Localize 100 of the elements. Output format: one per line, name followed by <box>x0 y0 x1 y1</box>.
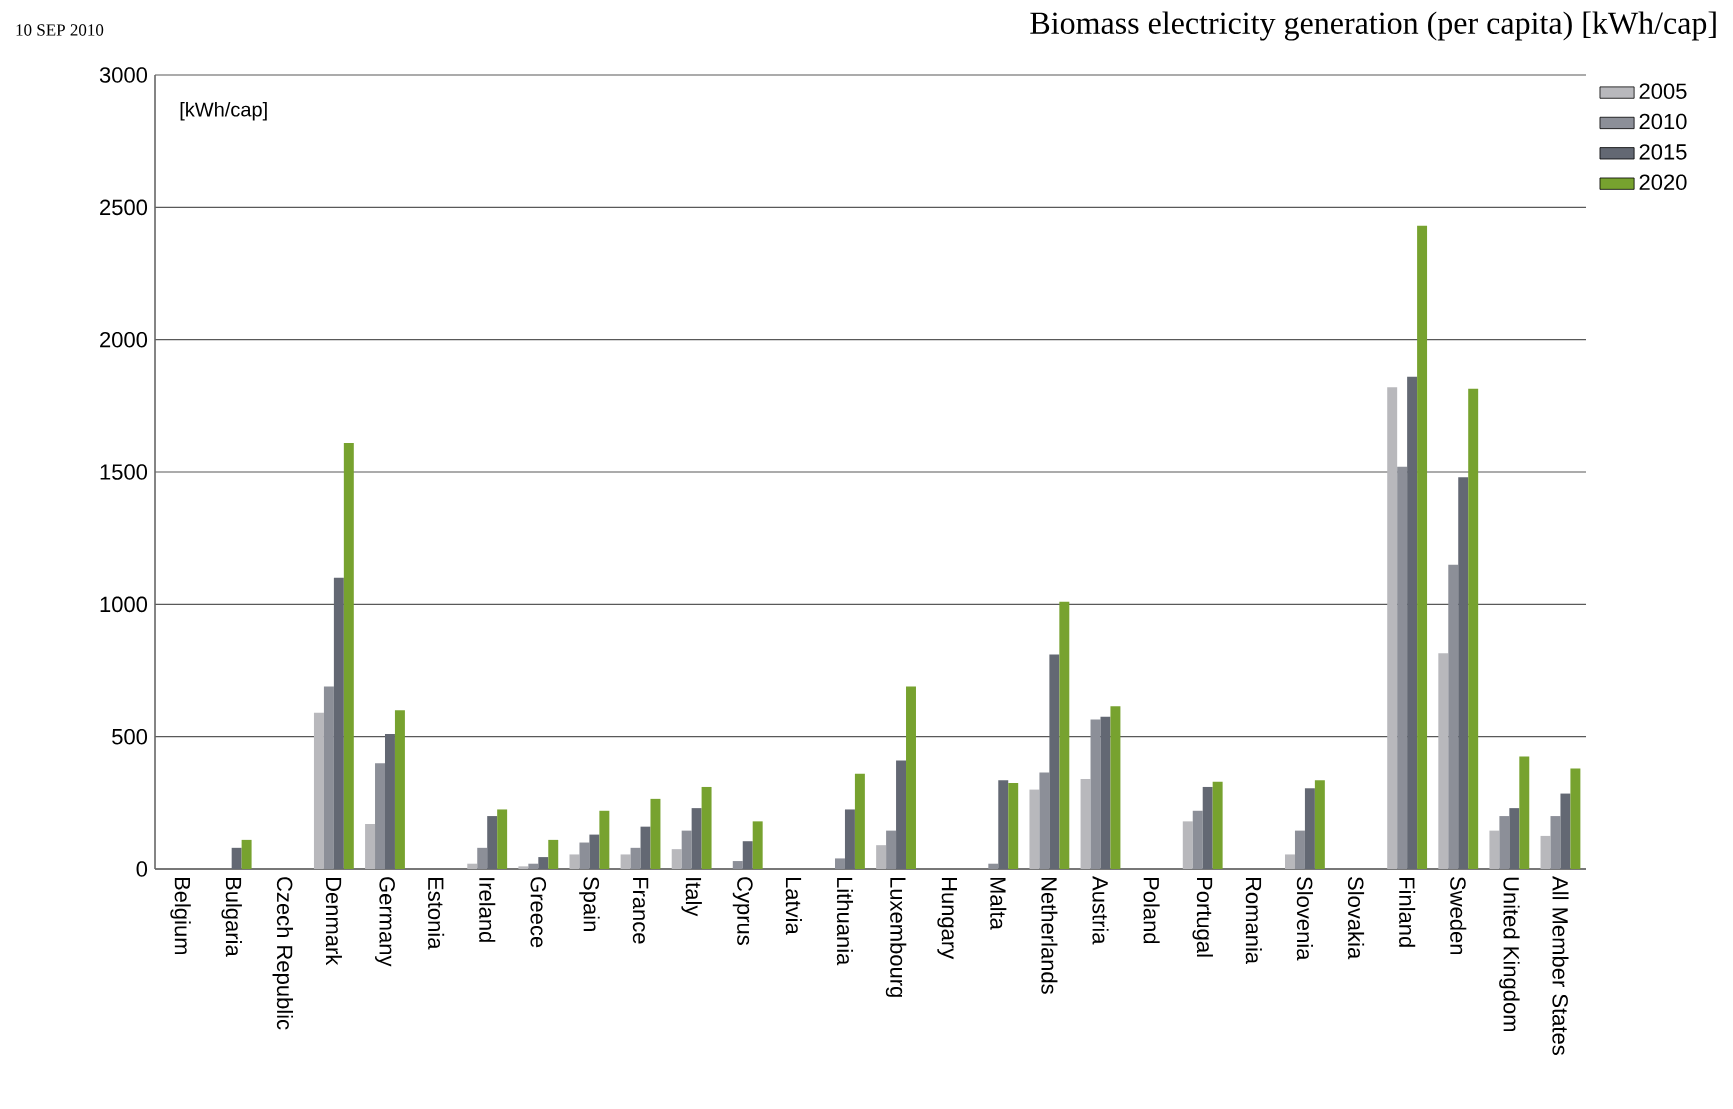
bar <box>998 780 1009 869</box>
x-tick-label: Denmark <box>325 877 342 966</box>
bar <box>1039 772 1050 869</box>
x-tick-label: Hungary <box>937 877 957 960</box>
x-tick-label: Ireland <box>479 878 496 942</box>
bar <box>1029 789 1040 869</box>
x-tick-label: Cyprus <box>732 877 753 945</box>
x-tick-label: Slovakia <box>1347 877 1365 960</box>
bar <box>1519 756 1530 869</box>
y-tick-label: 2000 <box>100 331 148 348</box>
bar <box>896 760 907 869</box>
bar <box>1509 808 1520 869</box>
x-tick-label: Estonia <box>428 877 445 950</box>
bar <box>1202 786 1213 869</box>
bar <box>1192 810 1203 869</box>
x-tick-label: Belgium <box>170 877 191 955</box>
bar <box>886 830 897 869</box>
bar <box>1540 835 1551 869</box>
bar <box>1417 225 1428 869</box>
bar <box>1468 388 1479 869</box>
x-tick-label: Bulgaria <box>221 877 242 957</box>
bar <box>854 773 865 869</box>
x-tick-label: All Member States <box>1552 876 1569 1055</box>
text: 10 SEP 2010 <box>16 24 104 36</box>
bar <box>835 858 845 869</box>
x-tick-label: Finland <box>1399 877 1416 947</box>
bar <box>333 577 344 869</box>
bar <box>487 816 498 869</box>
bar <box>630 847 641 869</box>
x-tick-label: France <box>632 877 649 944</box>
bar <box>1110 706 1121 869</box>
x-tick-label: Slovenia <box>1296 877 1313 961</box>
bar <box>844 809 855 869</box>
bar <box>365 824 376 869</box>
bar <box>599 810 610 869</box>
bar <box>876 845 887 869</box>
bar <box>671 849 682 869</box>
bar <box>1304 788 1315 869</box>
legend-label: 2010 <box>1639 113 1687 130</box>
bar <box>701 786 712 869</box>
bar <box>988 863 999 869</box>
bar <box>231 847 242 869</box>
bar <box>1100 716 1111 869</box>
bar <box>1438 653 1449 869</box>
bar <box>752 821 763 869</box>
bar <box>732 861 743 869</box>
bar <box>1090 719 1101 869</box>
x-tick-label: Spain <box>579 877 600 931</box>
bar <box>1387 387 1398 869</box>
bar <box>1080 779 1091 869</box>
bar <box>569 854 580 869</box>
x-tick-label: Portugal <box>1192 877 1213 957</box>
x-tick-label: Czech Republic <box>272 877 294 1030</box>
x-tick-label: Luxembourg <box>885 877 907 997</box>
bar <box>589 834 600 869</box>
legend-label: 2020 <box>1639 174 1687 191</box>
bar <box>1448 564 1459 869</box>
y-tick-label: 0 <box>136 861 148 877</box>
bar <box>1314 780 1325 869</box>
y-tick-label: 1000 <box>100 596 148 613</box>
bar <box>1550 816 1561 869</box>
bar <box>906 686 916 869</box>
x-tick-label: Austria <box>1092 876 1109 945</box>
bar <box>343 442 354 869</box>
bar <box>1458 477 1469 869</box>
x-tick-label: Romania <box>1245 877 1262 965</box>
bar <box>467 863 478 869</box>
bar <box>620 854 631 869</box>
bar <box>548 839 559 869</box>
bar <box>650 798 661 869</box>
bar <box>742 841 753 869</box>
bar <box>384 734 395 869</box>
bar <box>313 712 324 869</box>
x-tick-label: Sweden <box>1450 877 1467 955</box>
y-tick-label: 3000 <box>99 67 148 83</box>
bar <box>1008 782 1019 869</box>
bar <box>1570 768 1581 869</box>
annotation: [kWh/cap] <box>180 101 267 121</box>
bar <box>394 710 405 869</box>
x-tick-label: United Kingdom <box>1499 877 1520 1032</box>
bar <box>477 847 488 869</box>
x-tick-label: Poland <box>1143 877 1160 944</box>
bar <box>640 826 651 869</box>
bar <box>681 830 692 869</box>
y-tick-label: 500 <box>112 728 148 745</box>
x-tick-label: Latvia <box>785 877 802 935</box>
bar <box>1560 793 1571 869</box>
bar <box>579 842 590 869</box>
x-tick-label: Italy <box>681 878 702 917</box>
bar <box>1294 830 1305 869</box>
bar <box>375 763 385 869</box>
bar <box>1407 376 1418 869</box>
bar <box>1059 601 1070 869</box>
bar <box>1212 781 1223 869</box>
bar <box>518 866 529 869</box>
bar <box>1182 821 1193 869</box>
x-tick-label: Lithuania <box>836 877 854 966</box>
legend-label: 2005 <box>1639 83 1687 99</box>
x-tick-label: Netherlands <box>1041 877 1058 994</box>
x-tick-label: Malta <box>990 877 1007 930</box>
